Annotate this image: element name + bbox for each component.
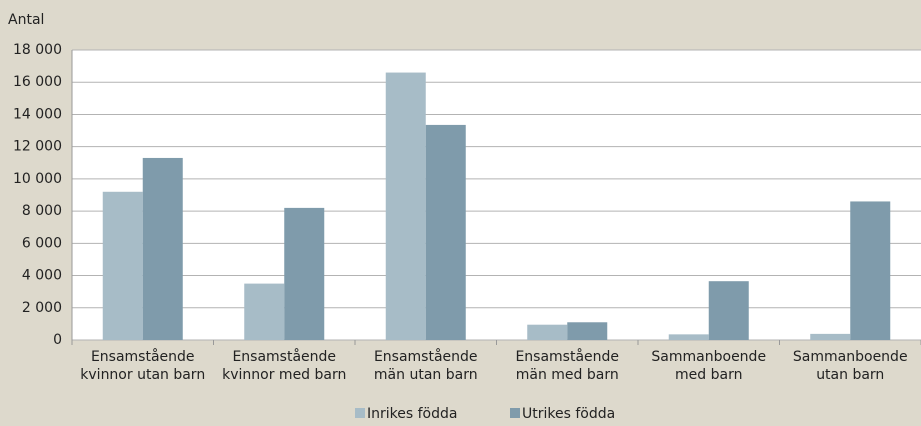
x-tick-label: män utan barn xyxy=(374,367,478,383)
plot-area xyxy=(72,50,921,340)
bar xyxy=(850,201,891,340)
bar xyxy=(244,283,285,340)
y-tick-label: 8 000 xyxy=(22,203,62,219)
y-tick-label: 6 000 xyxy=(22,235,62,251)
y-tick-label: 16 000 xyxy=(13,74,62,90)
y-axis-label: Antal xyxy=(8,12,44,28)
y-tick-label: 0 xyxy=(53,332,62,348)
x-tick-label: Ensamstående xyxy=(515,348,619,365)
bar xyxy=(708,281,749,340)
x-tick-label: Sammanboende xyxy=(651,349,766,365)
x-tick-label: kvinnor utan barn xyxy=(80,367,205,383)
x-tick-label: Sammanboende xyxy=(793,349,908,365)
y-tick-label: 10 000 xyxy=(13,171,62,187)
legend-label: Utrikes födda xyxy=(522,406,615,422)
y-tick-label: 4 000 xyxy=(22,268,62,284)
legend-swatch xyxy=(355,408,365,418)
y-tick-label: 14 000 xyxy=(13,106,62,122)
legend-label: Inrikes födda xyxy=(367,406,457,422)
y-tick-label: 2 000 xyxy=(22,300,62,316)
x-tick-label: Ensamstående xyxy=(232,348,336,365)
bar xyxy=(567,322,608,340)
x-tick-label: Ensamstående xyxy=(91,348,195,365)
x-tick-label: Ensamstående xyxy=(374,348,478,365)
x-tick-label: utan barn xyxy=(816,367,884,383)
bar xyxy=(425,124,466,341)
x-tick-label: med barn xyxy=(675,367,742,383)
y-tick-label: 18 000 xyxy=(13,42,62,58)
bar xyxy=(142,157,183,340)
bar xyxy=(284,207,325,340)
x-tick-label: kvinnor med barn xyxy=(222,367,346,383)
bar xyxy=(385,72,426,341)
bar xyxy=(668,334,709,340)
legend-swatch xyxy=(510,408,520,418)
y-tick-label: 12 000 xyxy=(13,139,62,155)
bar xyxy=(810,333,851,340)
x-tick-label: män med barn xyxy=(516,367,619,383)
bar xyxy=(527,324,568,340)
bar xyxy=(102,191,143,340)
